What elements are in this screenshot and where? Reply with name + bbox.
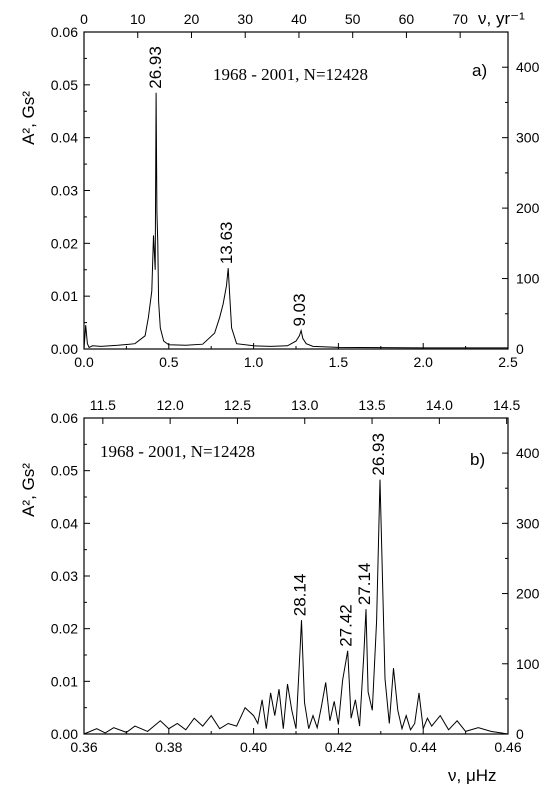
y-tick-label: 0.02 — [51, 621, 78, 637]
peak-label: 26.93 — [146, 46, 165, 89]
top-axis-label: ν, yr⁻¹ — [478, 9, 525, 28]
top-tick-label: 10 — [130, 11, 146, 27]
x-tick-label: 1.5 — [329, 354, 349, 370]
y-tick-label: 0.06 — [51, 24, 78, 40]
x-tick-label: 0.46 — [494, 739, 521, 755]
peak-label: 27.42 — [337, 604, 356, 647]
y-axis-label: A², Gs² — [19, 463, 38, 517]
peak-label: 9.03 — [290, 293, 309, 326]
right-tick-label: 400 — [516, 59, 540, 75]
y-axis-label: A², Gs² — [19, 91, 38, 145]
y-tick-label: 0.02 — [51, 235, 78, 251]
top-tick-label: 13.0 — [291, 397, 318, 413]
panel-a: 0.0 0.5 1.0 1.5 2.0 2.5 0.00 0.01 0.02 0.03 0.04 0.… — [19, 9, 540, 370]
top-tick-label: 13.5 — [358, 397, 385, 413]
top-tick-label: 12.5 — [224, 397, 251, 413]
right-tick-label: 200 — [516, 200, 540, 216]
right-tick-label: 0 — [516, 726, 524, 742]
y-tick-label: 0.05 — [51, 463, 78, 479]
right-tick-label: 300 — [516, 130, 540, 146]
top-tick-label: 12.0 — [157, 397, 184, 413]
x-tick-label: 0.0 — [74, 354, 94, 370]
x-tick-label: 2.0 — [413, 354, 433, 370]
peak-label: 26.93 — [369, 433, 388, 476]
x-tick-label: 1.0 — [244, 354, 264, 370]
top-tick-label: 60 — [399, 11, 415, 27]
y-tick-label: 0.01 — [51, 288, 78, 304]
panel-label: a) — [472, 61, 487, 80]
y-tick-label: 0.06 — [51, 410, 78, 426]
top-tick-label: 20 — [184, 11, 200, 27]
annotation: 1968 - 2001, N=12428 — [213, 65, 368, 84]
x-tick-label: 0.44 — [410, 739, 437, 755]
y-tick-label: 0.03 — [51, 183, 78, 199]
top-tick-label: 0 — [80, 11, 88, 27]
top-tick-label: 14.0 — [426, 397, 453, 413]
y-tick-label: 0.03 — [51, 568, 78, 584]
top-tick-label: 40 — [291, 11, 307, 27]
peak-label: 27.14 — [355, 563, 374, 606]
y-tick-label: 0.00 — [51, 341, 78, 357]
right-tick-label: 200 — [516, 586, 540, 602]
top-tick-label: 70 — [452, 11, 468, 27]
spectrum-line — [83, 92, 508, 350]
annotation: 1968 - 2001, N=12428 — [100, 442, 255, 461]
peak-label: 13.63 — [217, 222, 236, 265]
x-tick-label: 0.5 — [159, 354, 179, 370]
top-tick-label: 11.5 — [90, 397, 116, 413]
x-tick-label: 0.42 — [325, 739, 352, 755]
y-tick-label: 0.04 — [51, 130, 78, 146]
x-tick-label: 0.36 — [70, 739, 97, 755]
panel-b: 0.36 0.38 0.40 0.42 0.44 0.46 0.00 0.01 0.02 0.03… — [19, 397, 540, 785]
x-tick-label: 2.5 — [498, 354, 518, 370]
y-tick-label: 0.04 — [51, 515, 78, 531]
right-tick-label: 100 — [516, 271, 540, 287]
peak-label: 28.14 — [291, 574, 310, 617]
y-tick-label: 0.01 — [51, 673, 78, 689]
right-tick-label: 400 — [516, 445, 540, 461]
top-tick-label: 50 — [345, 11, 361, 27]
top-tick-label: 14.5 — [493, 397, 520, 413]
y-tick-label: 0.00 — [51, 726, 78, 742]
right-tick-label: 0 — [516, 341, 524, 357]
x-tick-label: 0.40 — [240, 739, 267, 755]
x-axis-label: ν, μHz — [448, 766, 497, 785]
top-tick-label: 30 — [237, 11, 253, 27]
panel-label: b) — [470, 450, 485, 469]
spectrum-line — [83, 479, 509, 735]
x-tick-label: 0.38 — [155, 739, 182, 755]
right-tick-label: 300 — [516, 515, 540, 531]
right-tick-label: 100 — [516, 656, 540, 672]
y-tick-label: 0.05 — [51, 77, 78, 93]
